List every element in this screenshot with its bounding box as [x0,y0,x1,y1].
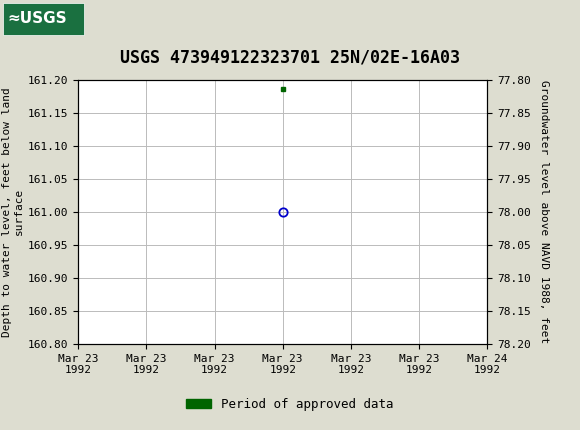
Text: USGS 473949122323701 25N/02E-16A03: USGS 473949122323701 25N/02E-16A03 [120,49,460,67]
Y-axis label: Groundwater level above NAVD 1988, feet: Groundwater level above NAVD 1988, feet [539,80,549,344]
Text: ≈USGS: ≈USGS [7,11,67,26]
Y-axis label: Depth to water level, feet below land
surface: Depth to water level, feet below land su… [2,87,24,337]
FancyBboxPatch shape [3,3,84,35]
Legend: Period of approved data: Period of approved data [181,393,399,416]
